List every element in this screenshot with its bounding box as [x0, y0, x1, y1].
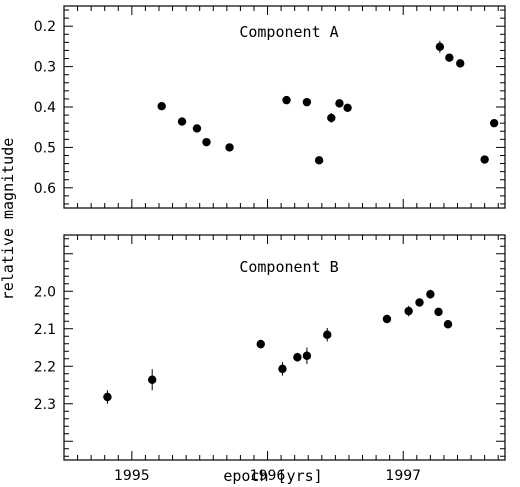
panel-title-component-a: Component A	[239, 23, 338, 41]
ticks-group: 0.2 0.3 0.4 0.5 0.6	[34, 6, 505, 208]
points-group	[103, 289, 453, 404]
data-point	[103, 392, 112, 402]
data-point	[327, 113, 336, 123]
x-tick-label: 1995	[114, 468, 150, 484]
x-axis-label: epoch [yrs]	[223, 467, 322, 485]
points-group	[157, 40, 499, 165]
data-point	[177, 117, 187, 126]
data-point	[314, 156, 324, 165]
y-axis-label: relative magnitude	[0, 138, 17, 301]
y-tick-label: 2.3	[34, 397, 56, 413]
x-tick-label: 1997	[385, 468, 421, 484]
data-point	[443, 320, 453, 329]
y-tick-label: 0.4	[34, 100, 56, 116]
y-tick-label: 0.6	[34, 181, 56, 197]
data-point	[435, 42, 445, 52]
data-point	[415, 298, 424, 307]
data-point	[302, 97, 312, 107]
data-point	[157, 101, 166, 111]
data-point	[225, 143, 234, 152]
data-point	[489, 118, 499, 128]
y-tick-label: 0.5	[34, 140, 56, 156]
y-tick-label: 2.0	[34, 284, 56, 300]
data-point	[434, 307, 443, 317]
data-point	[278, 364, 287, 374]
data-point	[302, 351, 312, 360]
y-tick-label: 2.2	[34, 359, 56, 375]
panel-component-a: Component A 0.2 0.3 0.4 0.5 0.6	[34, 5, 506, 209]
x-tick-label: 1996	[250, 468, 286, 484]
y-tick-label: 2.1	[34, 322, 56, 338]
data-point	[148, 375, 157, 384]
data-point	[480, 155, 489, 164]
data-point	[426, 290, 435, 299]
data-point	[282, 95, 291, 105]
data-point	[335, 99, 344, 108]
data-point	[445, 53, 454, 62]
data-point	[256, 339, 265, 349]
data-point	[456, 59, 465, 68]
data-point	[323, 330, 332, 339]
data-point	[202, 137, 211, 147]
panel-frame	[63, 234, 506, 461]
panel-component-b: Component B 2.0 2.1 2.2 2.3 1995 1996 1997	[34, 234, 506, 484]
y-tick-label: 0.3	[34, 60, 56, 76]
panel-title-component-b: Component B	[239, 258, 338, 276]
data-point	[293, 353, 302, 362]
y-tick-label: 0.2	[34, 19, 56, 35]
data-point	[343, 103, 352, 113]
data-point	[404, 306, 413, 316]
ticks-group: 2.0 2.1 2.2 2.3 1995 1996 1997	[34, 235, 505, 484]
data-point	[382, 314, 392, 324]
data-point	[192, 124, 202, 133]
